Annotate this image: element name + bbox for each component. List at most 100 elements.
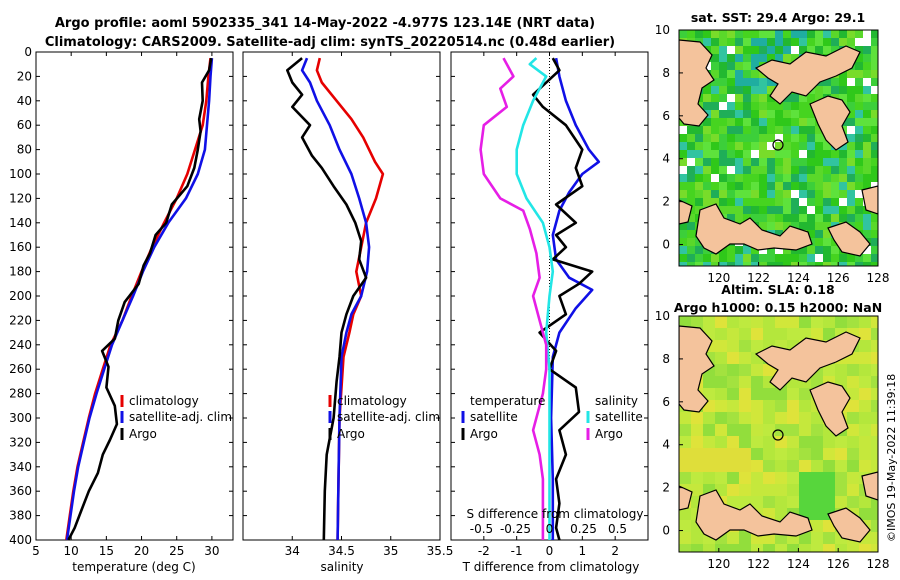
sst-pixel: [783, 166, 791, 174]
sst-pixel: [759, 254, 767, 262]
sst-pixel: [687, 150, 695, 158]
sla-pixel: [739, 436, 751, 448]
map-x-tick-label: 120: [707, 271, 730, 285]
sla-pixel: [799, 496, 811, 508]
sst-pixel: [791, 206, 799, 214]
sst-pixel: [727, 182, 735, 190]
sst-pixel: [855, 126, 863, 134]
sla-pixel: [847, 364, 859, 376]
secondary-x-tick-label: -0.25: [500, 522, 531, 536]
sst-pixel: [807, 262, 815, 266]
sla-pixel: [679, 472, 691, 484]
sst-pixel: [807, 254, 815, 262]
sst-pixel: [711, 30, 719, 38]
sst-pixel: [839, 70, 847, 78]
sst-pixel: [783, 206, 791, 214]
sst-pixel: [855, 102, 863, 110]
sla-pixel: [859, 328, 871, 340]
sst-pixel: [703, 158, 711, 166]
sst-pixel: [695, 134, 703, 142]
sla-pixel: [799, 448, 811, 460]
y-tick-label: 0: [24, 45, 32, 59]
map-y-tick-label: 0: [662, 524, 670, 538]
sst-pixel: [815, 214, 823, 222]
sst-pixel: [703, 102, 711, 110]
sst-pixel: [799, 262, 807, 266]
sla-pixel: [751, 484, 763, 496]
y-tick-label: 220: [9, 313, 32, 327]
sst-pixel: [703, 262, 711, 266]
sst-pixel: [719, 94, 727, 102]
sst-pixel: [791, 46, 799, 54]
sst-pixel: [799, 174, 807, 182]
sst-pixel: [823, 158, 831, 166]
sst-pixel: [823, 262, 831, 266]
sst-pixel: [847, 94, 855, 102]
sst-pixel: [807, 30, 815, 38]
sst-pixel: [783, 102, 791, 110]
sla-pixel: [847, 376, 859, 388]
sst-pixel: [823, 214, 831, 222]
sst-pixel: [727, 54, 735, 62]
sst-pixel: [775, 102, 783, 110]
sst-pixel: [863, 86, 871, 94]
sla-pixel: [691, 448, 703, 460]
sla-pixel: [811, 532, 823, 544]
sst-pixel: [775, 118, 783, 126]
sst-pixel: [727, 62, 735, 70]
legend-salinity-title: salinity: [595, 394, 638, 408]
sst-pixel: [719, 174, 727, 182]
sst-pixel: [735, 198, 743, 206]
x-tick-label: 34: [285, 544, 300, 558]
x-tick-label: 35: [383, 544, 398, 558]
sst-pixel: [767, 222, 775, 230]
x-tick-label: 0: [546, 544, 554, 558]
sla-pixel: [823, 460, 835, 472]
sst-pixel: [831, 158, 839, 166]
sla-pixel: [859, 460, 871, 472]
sst-pixel: [679, 190, 687, 198]
sst-pixel: [863, 254, 871, 262]
sst-pixel: [767, 78, 775, 86]
sla-pixel: [775, 412, 787, 424]
sst-pixel: [711, 110, 719, 118]
sla-pixel: [835, 460, 847, 472]
sst-pixel: [727, 126, 735, 134]
sst-pixel: [863, 182, 871, 190]
sst-pixel: [711, 198, 719, 206]
sst-pixel: [735, 94, 743, 102]
sla-pixel: [763, 328, 775, 340]
sst-pixel: [871, 158, 878, 166]
sla-pixel: [763, 460, 775, 472]
sst-pixel: [727, 134, 735, 142]
sst-pixel: [863, 118, 871, 126]
sst-pixel: [847, 150, 855, 158]
sla-pixel: [787, 436, 799, 448]
difference-profile-panel: -2 -1 0 1 2 T difference from climatology S …: [450, 51, 649, 574]
sst-pixel: [703, 254, 711, 262]
sla-pixel: [871, 412, 878, 424]
y-tick-label: 80: [17, 143, 32, 157]
sst-pixel: [799, 134, 807, 142]
sla-pixel: [739, 448, 751, 460]
sla-pixel: [727, 448, 739, 460]
sla-pixel: [715, 424, 727, 436]
sst-pixel: [743, 102, 751, 110]
sla-pixel: [787, 544, 799, 552]
sla-pixel: [775, 388, 787, 400]
sla-pixel: [763, 436, 775, 448]
sla-pixel: [835, 448, 847, 460]
sst-pixel: [831, 182, 839, 190]
sla-pixel: [859, 412, 871, 424]
sst-pixel: [799, 110, 807, 118]
sla-pixel: [799, 460, 811, 472]
sst-pixel: [863, 230, 871, 238]
sst-pixel: [735, 118, 743, 126]
sla-pixel: [799, 424, 811, 436]
sst-pixel: [807, 174, 815, 182]
sst-pixel: [775, 214, 783, 222]
sst-pixel: [863, 126, 871, 134]
sst-pixel: [735, 78, 743, 86]
sst-pixel: [775, 198, 783, 206]
sla-pixel: [823, 436, 835, 448]
